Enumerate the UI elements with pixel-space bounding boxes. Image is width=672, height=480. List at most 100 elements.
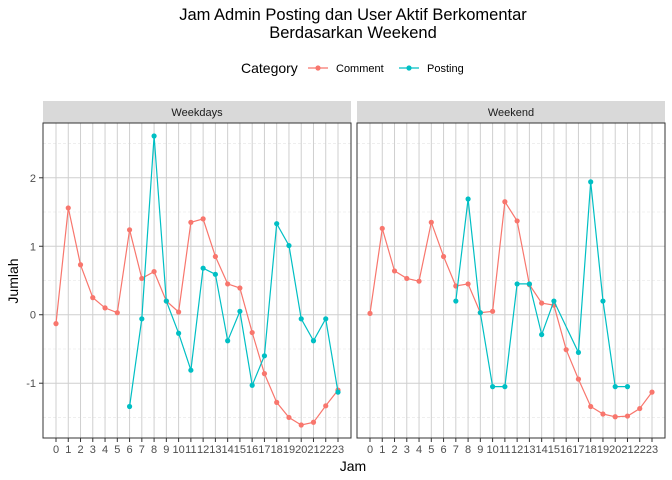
x-tick-label-weekdays: 13 [209, 444, 221, 456]
data-point-comment-weekdays [126, 227, 133, 233]
data-point-comment-weekdays [274, 399, 280, 405]
legend-key-comment-point [315, 65, 321, 71]
data-point-posting-weekdays [237, 308, 243, 314]
x-tick-label-weekdays: 12 [197, 444, 209, 456]
data-point-posting-weekend [600, 298, 606, 304]
x-tick-label-weekdays: 8 [151, 444, 157, 456]
x-axis-title: Jam [340, 458, 366, 474]
data-point-posting-weekend [588, 179, 594, 185]
data-point-comment-weekdays [286, 414, 292, 421]
x-tick-label-weekdays: 4 [102, 444, 108, 456]
data-point-posting-weekdays [225, 338, 231, 344]
data-point-comment-weekdays [323, 403, 329, 409]
legend-label-posting: Posting [427, 63, 464, 75]
x-tick-label-weekend: 22 [634, 444, 646, 456]
data-point-posting-weekend [575, 349, 582, 356]
x-tick-label-weekdays: 17 [258, 444, 270, 456]
x-tick-label-weekdays: 23 [332, 444, 344, 456]
data-point-comment-weekdays [310, 419, 317, 425]
data-point-posting-weekend [502, 384, 508, 390]
data-point-posting-weekend [514, 281, 520, 287]
data-point-comment-weekdays [261, 371, 268, 377]
x-tick-label-weekend: 18 [585, 444, 597, 456]
data-point-posting-weekend [453, 298, 459, 304]
data-point-comment-weekend [379, 225, 385, 232]
y-tick-label: 2 [30, 173, 36, 185]
data-point-posting-weekend [551, 298, 557, 304]
panel-border-weekend [356, 122, 666, 439]
x-tick-label-weekend: 23 [646, 444, 658, 456]
data-point-comment-weekdays [139, 275, 145, 282]
data-point-comment-weekend [367, 310, 373, 316]
x-tick-label-weekdays: 10 [172, 444, 184, 456]
legend: Category Comment Posting [241, 60, 464, 76]
x-tick-label-weekdays: 19 [283, 444, 295, 456]
data-point-comment-weekdays [65, 205, 71, 211]
x-tick-label-weekend: 0 [367, 444, 373, 456]
data-point-posting-weekend [490, 384, 496, 390]
data-point-comment-weekdays [200, 216, 206, 222]
strip-bg-weekend [357, 101, 665, 123]
data-point-posting-weekdays [151, 133, 157, 139]
x-tick-label-weekend: 13 [523, 444, 535, 456]
data-point-comment-weekdays [225, 281, 231, 287]
strip-label-weekend: Weekend [488, 107, 534, 119]
x-tick-label-weekend: 8 [465, 444, 471, 456]
x-tick-label-weekdays: 0 [53, 444, 59, 456]
data-point-comment-weekend [404, 275, 410, 282]
data-point-comment-weekend [440, 253, 447, 260]
legend-item-posting: Posting [399, 63, 464, 75]
data-point-comment-weekend [612, 414, 618, 420]
data-point-posting-weekdays [126, 403, 133, 410]
x-tick-label-weekend: 11 [499, 444, 510, 456]
panel-border-weekdays [42, 122, 352, 439]
data-point-posting-weekdays [335, 389, 341, 395]
x-tick-label-weekdays: 7 [139, 444, 145, 456]
x-tick-label-weekdays: 6 [127, 444, 133, 456]
data-point-posting-weekdays [274, 221, 280, 227]
data-point-posting-weekend [624, 384, 631, 390]
chart-title-line2: Berdasarkan Weekend [269, 24, 437, 42]
x-tick-label-weekdays: 5 [114, 444, 120, 456]
x-tick-label-weekdays: 11 [185, 444, 196, 456]
series-line-posting-weekend [455, 181, 628, 388]
data-point-posting-weekend [477, 310, 483, 316]
data-point-posting-weekdays [323, 316, 329, 322]
legend-label-comment: Comment [336, 63, 384, 75]
data-point-posting-weekdays [139, 316, 145, 322]
data-point-comment-weekdays [77, 262, 84, 268]
data-point-comment-weekdays [298, 422, 304, 428]
x-tick-label-weekdays: 21 [307, 444, 319, 456]
x-tick-label-weekdays: 14 [222, 444, 234, 456]
data-point-comment-weekend [465, 281, 471, 287]
chart-title-line1: Jam Admin Posting dan User Aktif Berkome… [179, 6, 527, 24]
data-point-comment-weekdays [114, 310, 120, 316]
y-axis-title: Jumlah [5, 258, 21, 303]
data-point-comment-weekend [588, 403, 594, 410]
x-tick-label-weekend: 3 [404, 444, 410, 456]
strip-bg-weekdays [43, 101, 351, 123]
data-point-posting-weekdays [310, 338, 317, 344]
x-tick-label-weekend: 15 [548, 444, 560, 456]
data-point-posting-weekdays [286, 242, 292, 249]
y-tick-label: 0 [30, 310, 36, 322]
data-point-posting-weekend [539, 331, 545, 338]
data-point-posting-weekdays [176, 330, 182, 336]
data-point-posting-weekdays [212, 271, 218, 277]
data-point-comment-weekend [600, 411, 606, 417]
y-tick-label: -1 [26, 378, 36, 390]
x-tick-label-weekend: 6 [441, 444, 447, 456]
x-tick-label-weekdays: 16 [246, 444, 258, 456]
x-tick-label-weekdays: 9 [163, 444, 169, 456]
x-tick-label-weekend: 16 [560, 444, 572, 456]
data-point-comment-weekend [563, 347, 569, 353]
x-tick-label-weekdays: 2 [77, 444, 83, 456]
x-tick-label-weekend: 12 [511, 444, 523, 456]
x-tick-label-weekend: 10 [486, 444, 498, 456]
data-point-posting-weekdays [163, 298, 169, 304]
data-point-comment-weekdays [90, 295, 96, 301]
series-line-comment-weekend [369, 199, 653, 418]
